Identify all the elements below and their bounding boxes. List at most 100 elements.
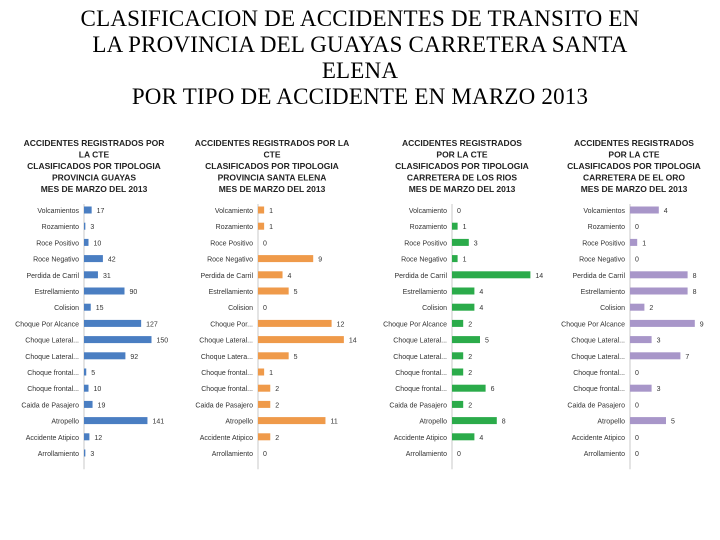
bar [630,287,688,295]
chart-title-line: POR LA CTE [608,150,659,160]
chart-title-line: CARRETERA DE EL ORO [583,173,685,183]
data-label: 19 [98,402,106,409]
page-title-line: ELENA [321,58,399,83]
chart-title-line: CARRETERA DE LOS RIOS [407,173,518,183]
category-label: Volcamiento [215,208,253,215]
data-label: 1 [269,208,273,215]
category-label: Caida de Pasajero [195,402,253,409]
data-label: 0 [635,370,639,377]
category-label: Colision [600,305,625,312]
data-label: 127 [146,321,158,328]
data-label: 5 [294,289,298,296]
category-label: Roce Negativo [207,257,253,264]
page-title-line: POR TIPO DE ACCIDENTE EN MARZO 2013 [131,84,589,109]
category-label: Accidente Atipico [572,435,625,442]
bar [452,336,480,344]
chart-title-line: PROVINCIA GUAYAS [52,173,136,183]
chart-title-line: CLASIFICADOS POR TIPOLOGIA [205,161,339,171]
data-label: 42 [108,257,116,264]
category-label: Arrollamiento [38,451,79,458]
bar [258,222,265,230]
category-label: Accidente Atipico [26,435,79,442]
category-label: Atropello [419,419,447,426]
category-label: Arrollamiento [584,451,625,458]
bar [258,271,283,279]
category-label: Arrollamiento [212,451,253,458]
data-label: 8 [502,419,506,426]
data-label: 141 [152,419,164,426]
category-label: Choque Lateral... [25,338,79,345]
data-label: 11 [330,419,337,426]
bar [258,206,265,214]
bar [630,336,652,344]
category-label: Choque frontal... [573,370,625,377]
data-label: 0 [635,435,639,442]
data-label: 9 [700,321,704,328]
category-label: Rozamiento [42,224,79,231]
chart-title-line: ACCIDENTES REGISTRADOS [574,138,694,148]
chart-title-line: CLASIFICADOS POR TIPOLOGIA [395,161,529,171]
bar [84,336,152,344]
category-label: Rozamiento [410,224,447,231]
category-label: Roce Negativo [401,257,447,264]
chart-title-line: LA CTE [79,150,110,160]
data-label: 92 [130,354,138,361]
data-label: 150 [157,338,169,345]
data-label: 2 [649,305,653,312]
category-label: Choque frontal... [201,370,253,377]
data-label: 9 [318,257,322,264]
bar [84,449,86,457]
data-label: 3 [90,451,94,458]
chart-title-line: MES DE MARZO DEL 2013 [581,184,688,194]
data-label: 8 [693,289,697,296]
data-label: 4 [664,208,668,215]
data-label: 12 [94,435,102,442]
data-label: 2 [275,386,279,393]
data-label: 10 [94,386,102,393]
bar [452,384,486,392]
bar [630,206,659,214]
category-label: Choque Lateral... [393,354,447,361]
bar [84,303,91,311]
data-label: 4 [479,435,483,442]
bar [630,352,681,360]
bar [84,238,89,246]
data-label: 7 [685,354,689,361]
bar [84,400,93,408]
data-label: 5 [485,338,489,345]
chart-title-line: MES DE MARZO DEL 2013 [409,184,516,194]
bar [630,238,638,246]
data-label: 3 [657,386,661,393]
data-label: 14 [535,273,543,280]
category-label: Rozamiento [216,224,253,231]
category-label: Colision [228,305,253,312]
chart-title-line: ACCIDENTES REGISTRADOS POR LA [195,138,349,148]
data-label: 1 [269,224,273,231]
data-label: 0 [635,451,639,458]
bar [84,417,148,425]
category-label: Estrellamiento [403,289,447,296]
bar [452,287,475,295]
category-label: Choque Lateral... [393,338,447,345]
page-title: CLASIFICACION DE ACCIDENTES DE TRANSITO … [0,6,720,110]
category-label: Perdida de Carril [572,273,625,280]
bar [630,303,645,311]
bar [258,400,271,408]
data-label: 0 [457,451,461,458]
category-label: Caida de Pasajero [389,402,447,409]
page-title-line: LA PROVINCIA DEL GUAYAS CARRETERA SANTA [92,32,628,57]
bar [452,433,475,441]
bar [84,384,89,392]
bar [84,368,87,376]
bar [258,287,289,295]
data-label: 0 [457,208,461,215]
data-label: 3 [90,224,94,231]
bar [452,222,458,230]
bar [84,206,92,214]
data-label: 1 [463,257,467,264]
category-label: Rozamiento [588,224,625,231]
data-label: 2 [468,370,472,377]
category-label: Volcamiento [409,208,447,215]
bar [258,368,265,376]
